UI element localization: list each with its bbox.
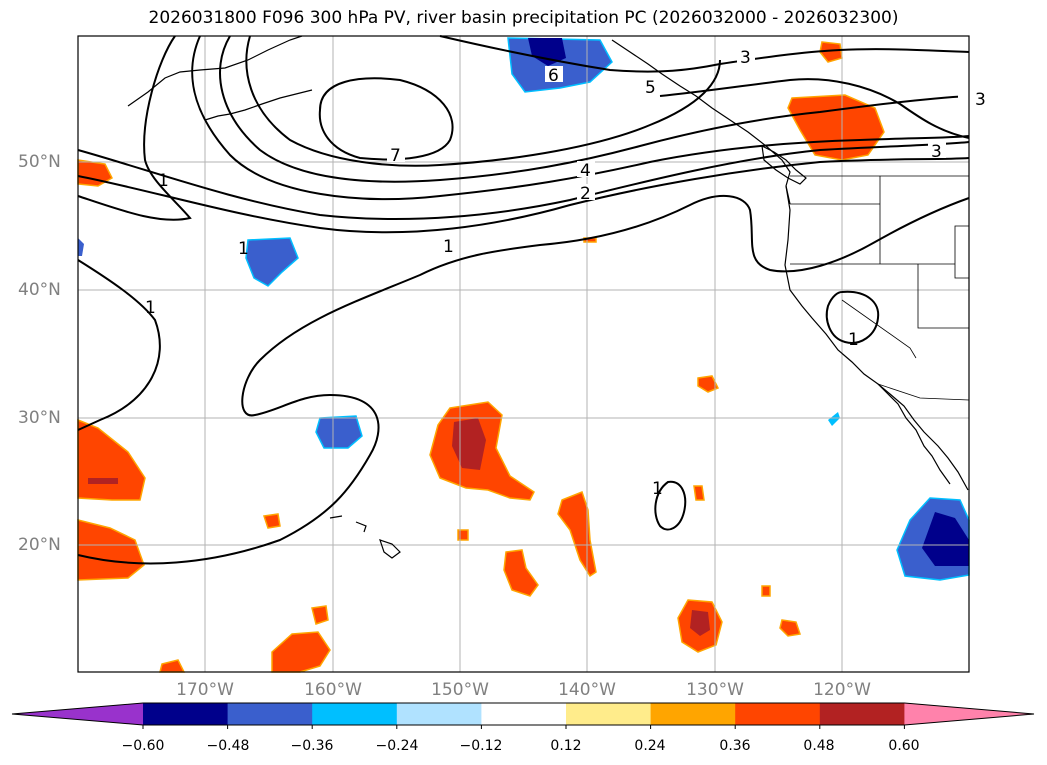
baja-peninsula xyxy=(877,383,951,485)
plot-border xyxy=(77,35,970,673)
lon-label-140w: 140°W xyxy=(558,680,616,700)
map-title: 2026031800 F096 300 hPa PV, river basin … xyxy=(148,8,899,28)
pos-anomaly-west-25n-core xyxy=(88,478,118,484)
mexico-border xyxy=(877,383,970,401)
gridlines xyxy=(78,36,969,672)
pos-anomaly-131w xyxy=(693,485,705,501)
colorbar-tick-label: 0.24 xyxy=(634,738,666,754)
pos-anomaly-west-coast xyxy=(787,94,885,161)
pos-anomaly-160w-south xyxy=(311,605,329,625)
pos-anomaly-130w-north xyxy=(697,375,720,393)
contour-label: 1 xyxy=(848,330,859,350)
colorbar-segment xyxy=(735,703,821,725)
pos-anomaly-124w xyxy=(779,619,801,637)
lat-label-50n: 50°N xyxy=(18,152,61,172)
contour-label: 1 xyxy=(652,479,663,499)
lon-label-120w: 120°W xyxy=(813,680,871,700)
state-border-ca-nv xyxy=(841,299,917,359)
pv-contours xyxy=(77,35,970,565)
colorbar-tick-label: 0.36 xyxy=(719,738,751,754)
neg-anomaly-gulf-alaska-core xyxy=(528,38,566,66)
coastlines xyxy=(127,35,969,559)
pos-anomaly-166w xyxy=(263,513,281,529)
colorbar-segment xyxy=(566,703,652,725)
pv-contour-4 xyxy=(191,35,970,201)
pv-contour-5 xyxy=(219,35,970,183)
pv-contour-1-arc xyxy=(77,259,161,431)
colorbar-tick-label: 0.48 xyxy=(803,738,835,754)
colorbar-tick-label: −0.12 xyxy=(459,738,503,754)
pv-contour-7 xyxy=(318,77,454,161)
colorbar-tick-label: 0.12 xyxy=(550,738,582,754)
neg-anomaly-central xyxy=(315,415,363,449)
lat-label-40n: 40°N xyxy=(18,280,61,300)
pv-contour-1-main xyxy=(77,35,192,221)
pos-anomaly-145w xyxy=(503,549,539,597)
contour-label: 4 xyxy=(580,161,591,181)
colorbar-segment xyxy=(481,703,567,725)
pos-anomaly-northeast-tip xyxy=(819,41,843,63)
contour-label: 3 xyxy=(975,90,986,110)
pv-contour-3 xyxy=(77,141,970,220)
neg-anomaly-central-north xyxy=(245,237,299,287)
pos-anomaly-130w-core xyxy=(690,610,710,636)
colorbar-segment xyxy=(312,703,398,725)
colorbar-segment xyxy=(396,703,482,725)
pv-contour-3-north xyxy=(439,35,970,73)
aleutian-islands xyxy=(204,89,313,121)
pv-contour-1-loop-east xyxy=(825,290,880,344)
pv-contour-1-loop-south xyxy=(654,480,687,531)
colorbar-segment xyxy=(143,703,229,725)
pv-contour-2 xyxy=(77,157,970,234)
hawaii-islands xyxy=(329,515,401,559)
pv-contour-3-wave xyxy=(659,78,970,139)
west-coast xyxy=(784,185,969,491)
contour-label: 3 xyxy=(931,142,942,162)
contour-label: 6 xyxy=(548,66,559,86)
alaska-panhandle xyxy=(611,39,791,205)
contour-label: 7 xyxy=(390,146,401,166)
colorbar-tick-label: −0.48 xyxy=(206,738,250,754)
contour-label: 1 xyxy=(158,171,169,191)
contour-label: 2 xyxy=(580,184,591,204)
colorbar-segment xyxy=(227,703,313,725)
neg-anomaly-baja xyxy=(828,412,840,426)
lon-label-170w: 170°W xyxy=(176,680,234,700)
colorbar-segment xyxy=(650,703,736,725)
contour-label: 1 xyxy=(238,239,249,259)
contour-label: 3 xyxy=(740,48,751,68)
lon-label-160w: 160°W xyxy=(304,680,362,700)
lon-label-130w: 130°W xyxy=(686,680,744,700)
colorbar-tick-label: −0.24 xyxy=(375,738,419,754)
colorbar-tick-label: −0.60 xyxy=(121,738,165,754)
pv-contour-1-south xyxy=(77,194,970,565)
colorbar-segment xyxy=(819,703,905,725)
alaska-coast xyxy=(127,35,303,107)
colorbar-extend-low xyxy=(12,703,143,725)
state-border-id xyxy=(917,264,969,329)
contour-labels: 7 6 5 4 3 3 3 2 1 1 1 1 1 1 xyxy=(145,48,986,499)
colorbar-tick-label: 0.60 xyxy=(888,738,920,754)
pv-contour-6 xyxy=(245,35,721,167)
colorbar-tick-label: −0.36 xyxy=(290,738,334,754)
colorbar-extend-high xyxy=(904,703,1034,725)
lon-label-150w: 150°W xyxy=(431,680,489,700)
contour-label: 5 xyxy=(645,78,656,98)
lat-label-20n: 20°N xyxy=(18,535,61,555)
contour-label: 1 xyxy=(443,237,454,257)
lat-label-30n: 30°N xyxy=(18,408,61,428)
colorbar xyxy=(11,702,1035,729)
pos-anomaly-125w xyxy=(761,585,771,597)
neg-anomaly-southeast-core xyxy=(922,512,969,566)
contour-label: 1 xyxy=(145,298,156,318)
neg-anomaly-west-edge xyxy=(78,238,84,256)
